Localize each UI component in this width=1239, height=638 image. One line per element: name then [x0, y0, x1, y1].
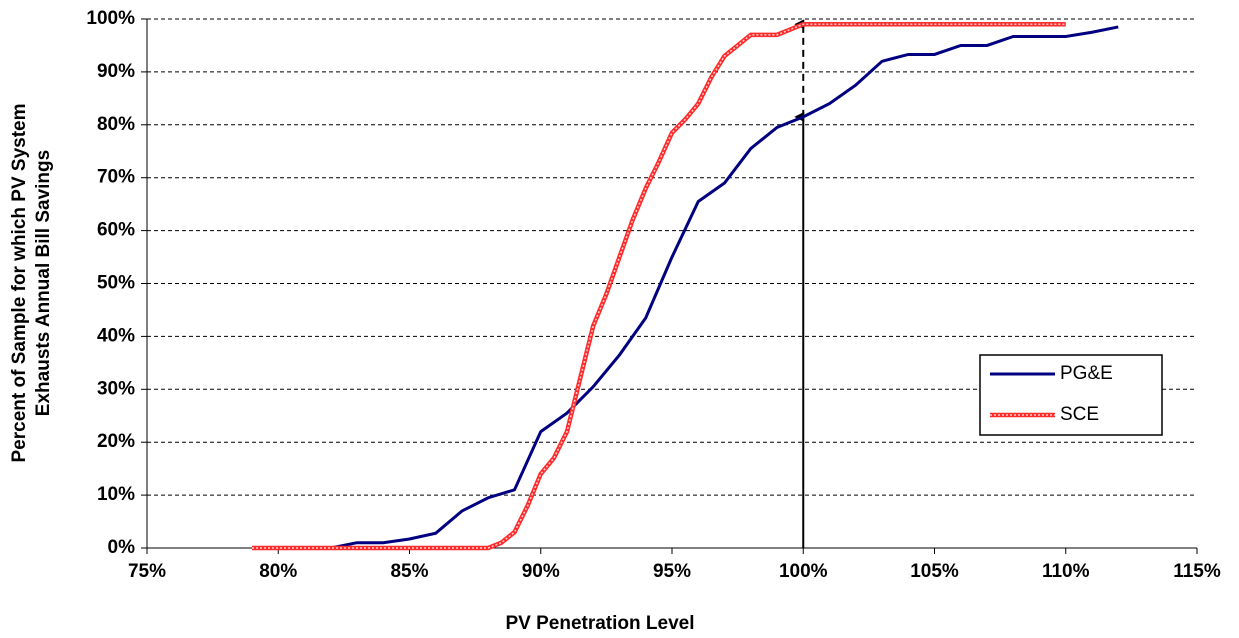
y-tick-label: 30% — [97, 378, 135, 399]
y-tick-label: 60% — [97, 220, 135, 241]
x-tick-label: 115% — [1173, 561, 1221, 582]
x-tick-label: 95% — [653, 561, 691, 582]
x-tick-label: 100% — [779, 561, 828, 582]
y-tick-label: 20% — [97, 431, 135, 452]
legend-box — [979, 354, 1163, 436]
legend-label: PG&E — [1060, 363, 1113, 384]
series-line — [330, 25, 1119, 550]
x-tick-label: 110% — [1042, 561, 1090, 582]
y-tick-label: 90% — [97, 61, 135, 82]
legend-label: SCE — [1060, 404, 1099, 425]
y-axis-title: Percent of Sample for which PV System — [9, 104, 30, 463]
y-tick-label: 50% — [97, 273, 135, 294]
y-tick-label: 70% — [97, 167, 135, 188]
x-tick-label: 85% — [390, 561, 428, 582]
x-tick-label: 105% — [910, 561, 959, 582]
y-tick-label: 0% — [108, 537, 136, 558]
x-tick-label: 90% — [522, 561, 560, 582]
series-line-highlight — [252, 23, 1066, 549]
y-tick-label: 40% — [97, 325, 135, 346]
y-tick-label: 80% — [97, 114, 135, 135]
x-tick-label: 80% — [259, 561, 297, 582]
y-tick-label: 10% — [97, 484, 135, 505]
x-axis-title: PV Penetration Level — [505, 613, 694, 634]
y-axis-title: Exhausts Annual Bill Savings — [33, 150, 54, 416]
y-tick-label: 100% — [86, 8, 135, 29]
x-tick-label: 75% — [128, 561, 166, 582]
